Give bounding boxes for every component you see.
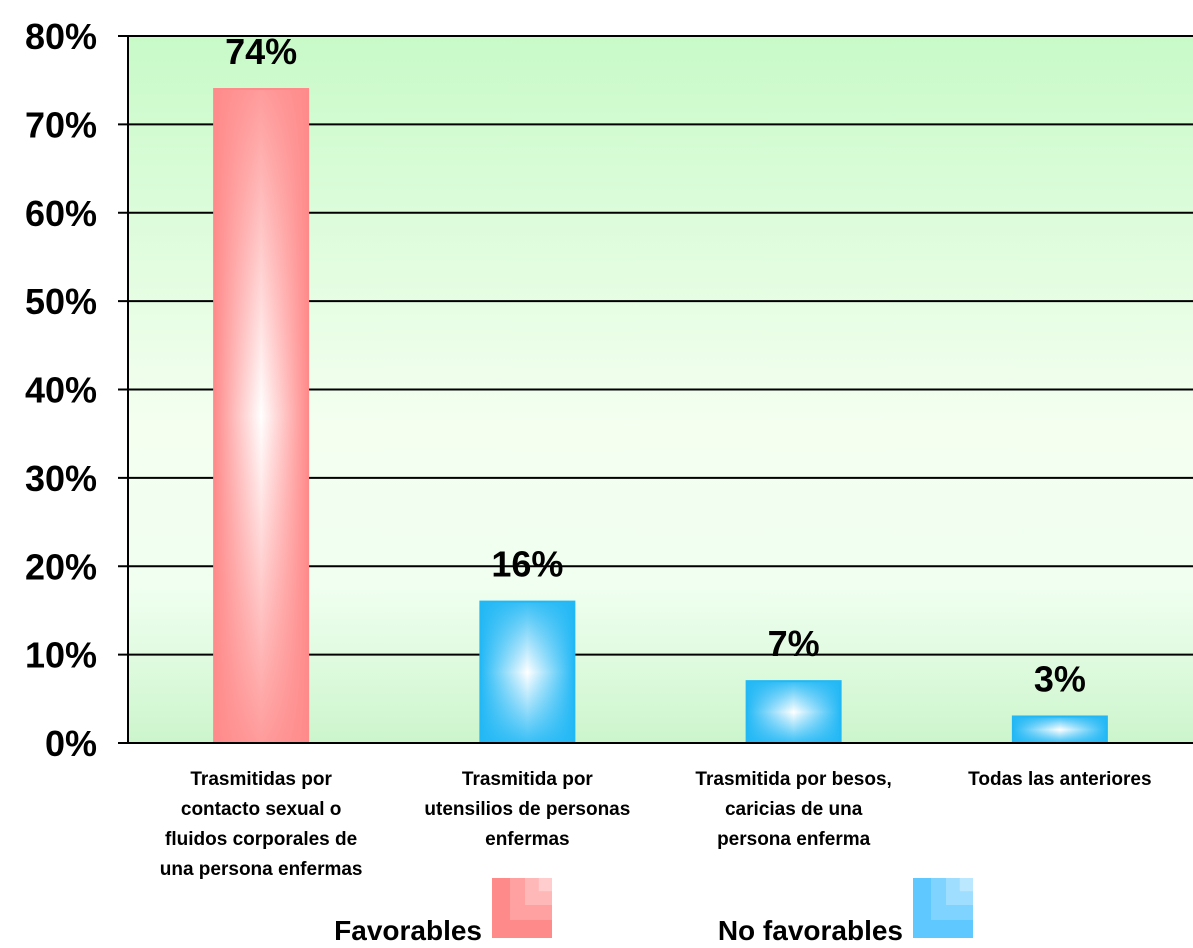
bars <box>213 88 1108 745</box>
x-tick-label-line: fluidos corporales de <box>165 829 357 850</box>
x-tick-label: Trasmitidas por contacto sexual o fluidos … <box>160 769 363 880</box>
y-tick-label: 30% <box>25 458 97 499</box>
x-tick-label-line: enfermas <box>485 829 570 850</box>
x-tick-label-line: persona enferma <box>717 829 871 850</box>
y-tick-label: 20% <box>25 546 97 587</box>
bar <box>479 600 576 744</box>
y-tick-label: 80% <box>25 16 97 57</box>
bar <box>745 680 842 745</box>
data-label: 3% <box>1034 658 1086 699</box>
y-axis: 0% 10% 20% 30% 40% 50% 60% 70% 80% <box>25 16 1193 764</box>
x-axis-labels: Trasmitidas por contacto sexual o fluidos … <box>160 769 1152 880</box>
bar <box>1011 715 1108 744</box>
bar <box>213 88 310 744</box>
x-tick-label-line: caricias de una <box>725 799 863 820</box>
y-tick-label: 50% <box>25 281 97 322</box>
y-tick-label: 0% <box>45 723 97 764</box>
y-tick-label: 70% <box>25 104 97 145</box>
y-tick-label: 60% <box>25 193 97 234</box>
legend: Favorables No favorables <box>334 878 973 946</box>
x-tick-label-line: una persona enfermas <box>160 859 363 880</box>
x-tick-label-line: contacto sexual o <box>181 799 342 820</box>
x-tick-label: Trasmitida por utensilios de personas enfe… <box>424 769 630 850</box>
y-tick-label: 40% <box>25 370 97 411</box>
x-tick-label-line: utensilios de personas <box>424 799 630 820</box>
y-tick-label: 10% <box>25 635 97 676</box>
data-label: 16% <box>491 544 563 585</box>
legend-swatch <box>492 878 552 938</box>
x-tick-label-line: Trasmitida por besos, <box>695 769 891 790</box>
x-tick-label: Trasmitida por besos, caricias de una pers… <box>695 769 891 850</box>
legend-label: Favorables <box>334 915 482 946</box>
data-labels: 74% 16% 7% 3% <box>225 31 1086 699</box>
legend-swatch <box>913 878 973 938</box>
x-tick-label-line: Trasmitida por <box>462 769 594 790</box>
legend-item: No favorables <box>718 878 973 946</box>
legend-label: No favorables <box>718 915 903 946</box>
legend-item: Favorables <box>334 878 552 946</box>
x-tick-label-line: Trasmitidas por <box>190 769 332 790</box>
x-tick-label-line: Todas las anteriores <box>968 769 1151 790</box>
data-label: 74% <box>225 31 297 72</box>
x-tick-label: Todas las anteriores <box>968 769 1151 790</box>
data-label: 7% <box>768 623 820 664</box>
